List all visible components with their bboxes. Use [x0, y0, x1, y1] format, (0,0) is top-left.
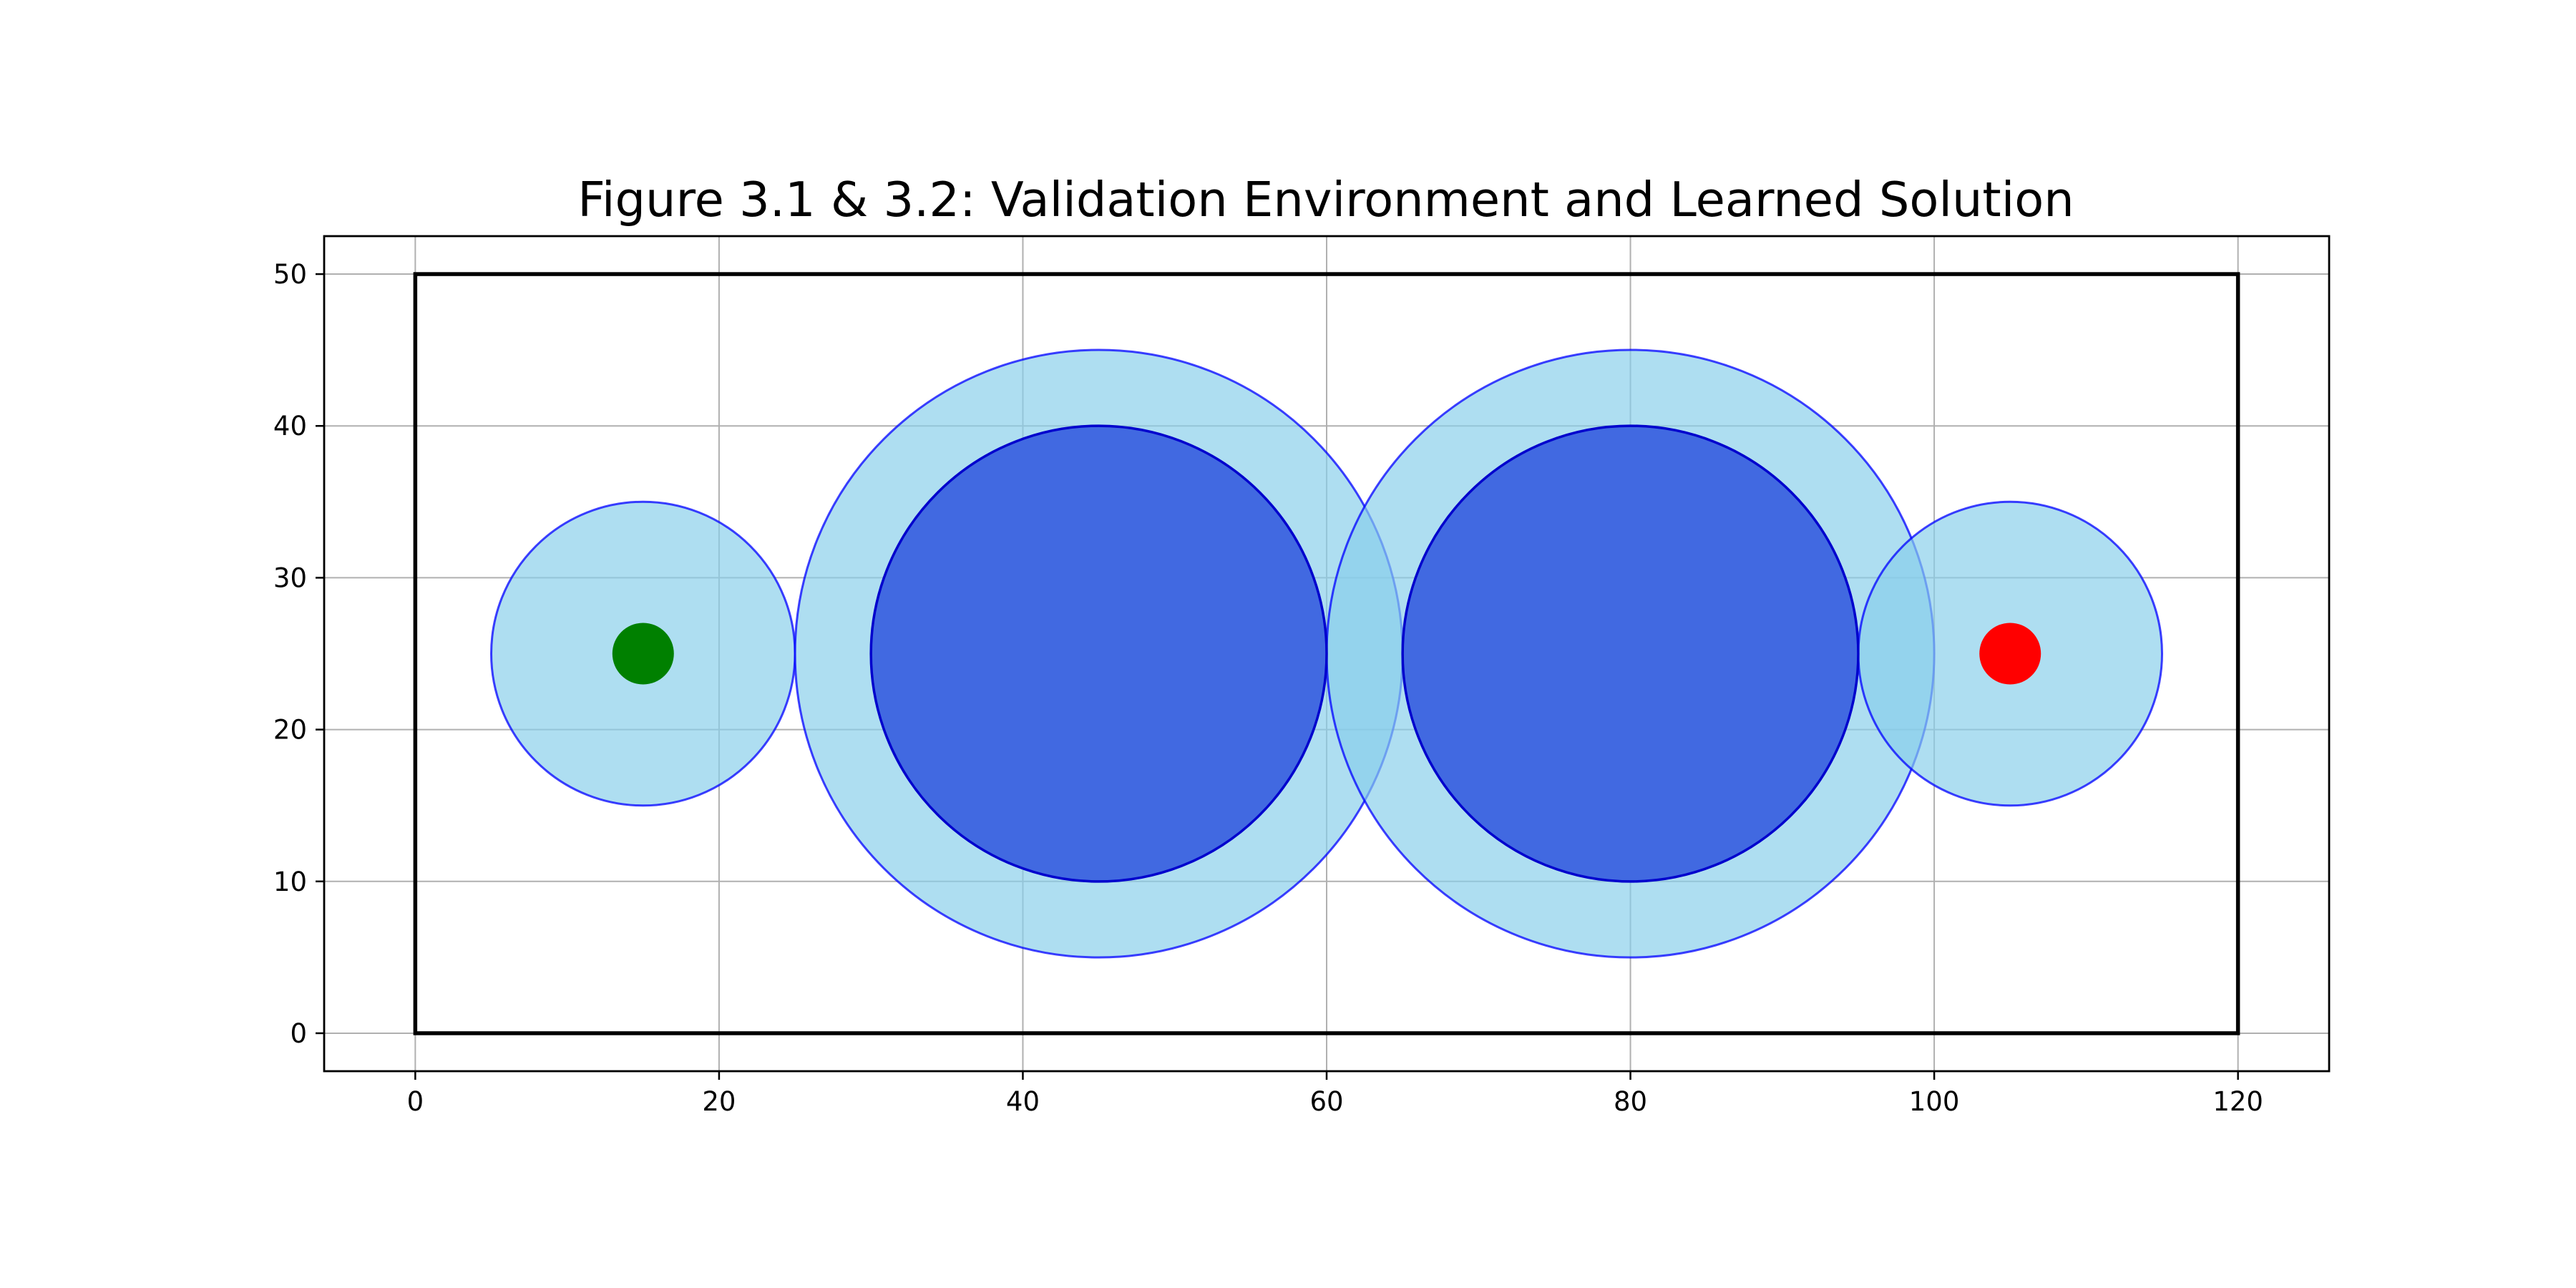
- boundary: [413, 272, 2240, 1035]
- x-tick-label: 40: [1006, 1086, 1040, 1117]
- y-tick-label: 0: [290, 1018, 307, 1049]
- y-tick-label: 20: [273, 715, 307, 746]
- goal-point: [1979, 623, 2041, 685]
- chart-title: Figure 3.1 & 3.2: Validation Environment…: [577, 172, 2074, 228]
- x-tick-label: 100: [1909, 1086, 1960, 1117]
- obstacle-circle: [869, 424, 1328, 883]
- ticks: 0 20 40 60 80 100 120 0 10 20 30 40 50: [273, 259, 2263, 1117]
- x-tick-label: 120: [2212, 1086, 2263, 1117]
- x-tick-label: 20: [702, 1086, 736, 1117]
- x-tick-label: 80: [1614, 1086, 1647, 1117]
- start-point: [612, 623, 674, 685]
- y-tick-label: 40: [273, 411, 307, 441]
- y-tick-label: 50: [273, 259, 307, 290]
- obstacle-circle: [1401, 424, 1860, 883]
- y-tick-label: 10: [273, 867, 307, 897]
- obstacles: [869, 424, 1860, 883]
- y-tick-label: 30: [273, 562, 307, 593]
- points: [612, 623, 2041, 685]
- environment-boundary: [413, 272, 2240, 1035]
- x-tick-label: 0: [407, 1086, 424, 1117]
- x-tick-label: 60: [1309, 1086, 1343, 1117]
